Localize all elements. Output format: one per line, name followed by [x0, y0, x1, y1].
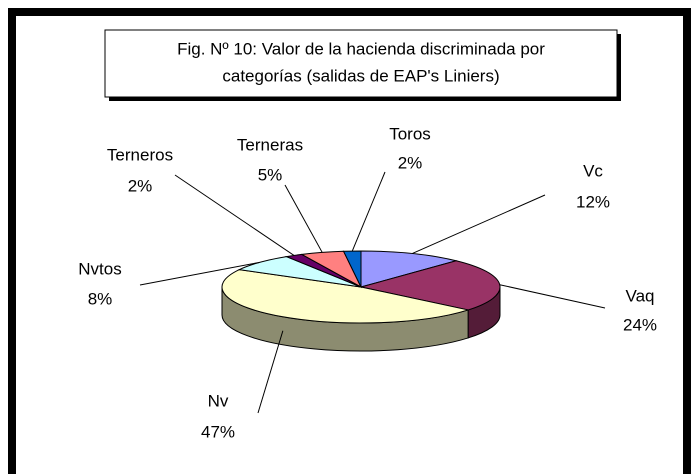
leader-line — [411, 194, 546, 254]
slice — [360, 260, 501, 311]
value-label: 12% — [576, 192, 610, 211]
leader-line — [174, 174, 295, 256]
value-label: 24% — [623, 315, 657, 334]
value-label: 2% — [398, 153, 423, 172]
category-label: Terneros — [107, 145, 173, 164]
chart-title: categorías (salidas de EAP's Liniers) — [222, 66, 499, 85]
leader-line — [257, 330, 284, 414]
title-box — [104, 29, 618, 98]
category-label: Vaq — [626, 286, 655, 305]
category-label: Nvtos — [78, 259, 121, 278]
chart-title: Fig. Nº 10: Valor de la hacienda discrim… — [177, 39, 545, 58]
slice — [360, 250, 459, 288]
slice — [221, 269, 471, 324]
value-label: 5% — [258, 165, 283, 184]
leader-line — [284, 184, 323, 253]
leader-line — [351, 171, 386, 252]
category-label: Vc — [583, 161, 603, 180]
value-label: 8% — [88, 289, 113, 308]
category-label: Terneras — [237, 135, 303, 154]
leader-line — [139, 261, 260, 286]
leader-line — [499, 284, 606, 309]
value-label: 2% — [128, 176, 153, 195]
category-label: Toros — [389, 124, 431, 143]
value-label: 47% — [201, 422, 235, 441]
category-label: Nv — [208, 391, 229, 410]
